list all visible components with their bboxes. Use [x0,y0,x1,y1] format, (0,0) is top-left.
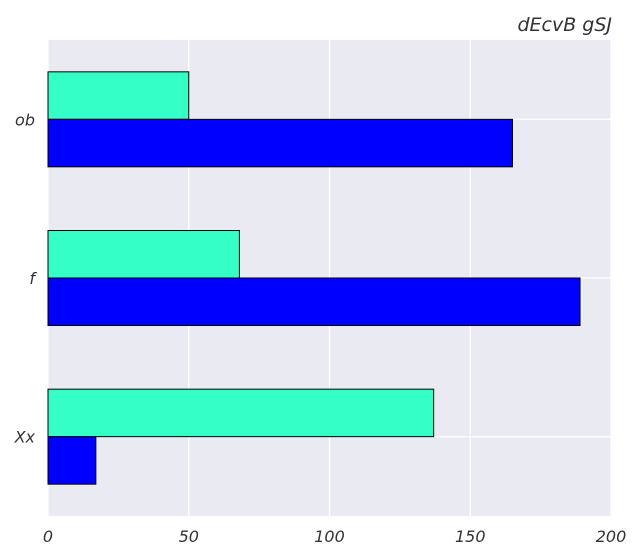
x-tick-label: 0 [43,527,53,546]
chart-title: dEcvB gSJ [517,14,612,36]
bar-series-1-ob [47,71,190,120]
bar-series-2-f [47,277,581,326]
x-tick-label: 100 [314,527,345,546]
x-tick-labels: 0 50 100 150 200 [43,527,626,546]
y-tick-label: f [29,269,37,288]
bar-series-2-ob [47,118,513,168]
x-tick-label: 50 [179,527,199,546]
x-tick-label: 200 [596,527,627,546]
y-tick-labels: ob f Xx [14,110,38,446]
bar-series-1-f [47,230,240,279]
y-tick-label: Xx [14,428,36,447]
bars [47,71,581,485]
bar-series-1-Xx [47,388,435,438]
bar-series-2-Xx [47,436,97,485]
x-tick-label: 150 [455,527,486,546]
y-tick-label: ob [15,110,35,129]
